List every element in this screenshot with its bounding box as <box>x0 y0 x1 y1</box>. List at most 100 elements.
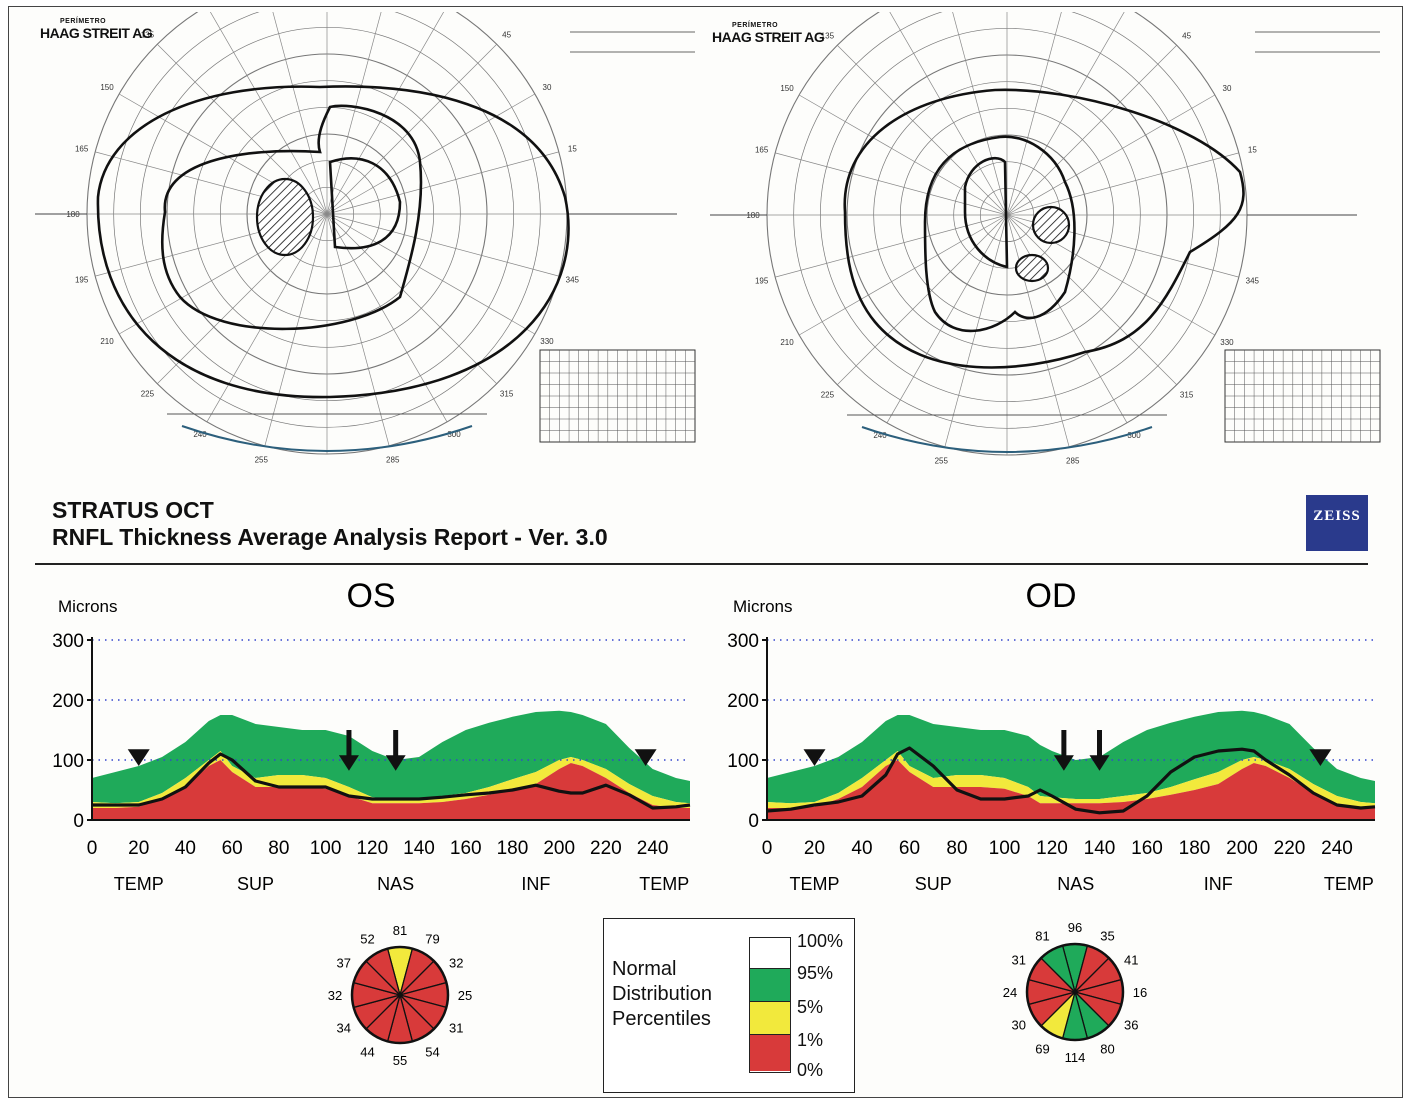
clock-value: 32 <box>328 988 342 1003</box>
clock-value: 114 <box>1065 1050 1086 1065</box>
meridian-label: 315 <box>500 390 514 399</box>
bottom-arc <box>181 425 473 452</box>
meridian-label: 15 <box>568 144 577 153</box>
brand-name: HAAG STREIT AG <box>712 29 825 45</box>
x-tick-label: 140 <box>403 838 435 859</box>
perimetry-chart-right: 1530456075105120135150165180195210225240… <box>710 12 1381 465</box>
clock-value: 16 <box>1133 985 1147 1000</box>
thickness-line <box>766 746 1376 815</box>
legend-yellow <box>750 1002 790 1035</box>
clock-value: 30 <box>1011 1018 1025 1033</box>
sector-label: NAS <box>1057 874 1094 894</box>
perimeter-meridian <box>326 12 445 215</box>
perimeter-meridian <box>1006 214 1070 447</box>
perimeter-meridian <box>326 213 390 446</box>
sector-label: SUP <box>915 874 952 894</box>
sector-label: TEMP <box>639 874 689 894</box>
legend-title-line: Percentiles <box>612 1008 711 1030</box>
legend-tick-0: 0% <box>797 1060 824 1080</box>
perimeter-meridian <box>1006 214 1128 424</box>
chart-title: OS <box>346 577 395 615</box>
thickness-line <box>92 752 691 810</box>
meridian-label: 255 <box>935 456 949 465</box>
perimeter-meridian <box>798 94 1008 216</box>
x-tick-label: 40 <box>851 838 872 859</box>
zeiss-logo: ZEISS <box>1306 495 1368 551</box>
legend-white <box>750 938 790 969</box>
meridian-label: 165 <box>755 145 769 154</box>
isopter <box>96 85 570 399</box>
clock-value: 31 <box>1011 953 1025 968</box>
perimeter-meridian <box>326 213 536 335</box>
perimeter-meridian <box>798 214 1008 336</box>
sector-label: NAS <box>377 874 414 894</box>
clock-value: 79 <box>425 932 439 947</box>
meridian-label: 150 <box>100 83 114 92</box>
clock-value: 25 <box>458 988 472 1003</box>
clock-value: 31 <box>449 1021 463 1036</box>
clock-value: 96 <box>1068 920 1082 935</box>
perimeter-meridian <box>837 214 1008 385</box>
isopter <box>160 104 423 331</box>
meridian-label: 345 <box>1246 277 1260 286</box>
scotoma <box>255 177 315 257</box>
meridian-label: 30 <box>543 83 552 92</box>
x-tick-label: 100 <box>310 838 342 859</box>
report-frame <box>8 6 1403 1098</box>
clock-value: 44 <box>360 1044 374 1059</box>
clock-value: 81 <box>393 923 407 938</box>
perimeter-meridian <box>1006 94 1216 216</box>
perimeter-meridian <box>326 93 536 215</box>
clock-hour-pie-od: 96 35 41 16 36 80 114 69 30 24 31 81 <box>1003 920 1147 1065</box>
sector-label: INF <box>1204 874 1233 894</box>
meridian-label: 135 <box>141 30 155 39</box>
meridian-label: 45 <box>502 30 511 39</box>
legend-title-line: Distribution <box>612 983 713 1005</box>
perimeter-meridian <box>1006 45 1177 216</box>
report-header: STRATUS OCT RNFL Thickness Average Analy… <box>52 497 608 551</box>
arrow-head <box>385 755 406 771</box>
x-tick-label: 40 <box>175 838 196 859</box>
y-tick-label: 0 <box>748 811 759 832</box>
perimeter-meridian <box>326 44 497 215</box>
perimeter-meridian <box>775 152 1008 216</box>
y-tick-label: 100 <box>52 751 84 772</box>
clock-hour-pie-os: 81 79 32 25 31 54 55 44 34 32 37 52 <box>328 923 472 1068</box>
x-tick-label: 240 <box>637 838 669 859</box>
sector-label: INF <box>521 874 550 894</box>
sector-label: TEMP <box>789 874 839 894</box>
perimeter-meridian <box>206 213 328 423</box>
report-title: STRATUS OCT <box>52 497 214 523</box>
chart-title: OD <box>1026 577 1077 615</box>
band-abnormal <box>92 760 690 820</box>
perimetry-chart-left: 1530456075105120135150165180195210225240… <box>35 12 696 464</box>
sector-label: TEMP <box>114 874 164 894</box>
meridian-label: 330 <box>540 337 554 346</box>
band-abnormal <box>767 760 1375 820</box>
y-tick-label: 0 <box>73 811 84 832</box>
meridian-label: 330 <box>1220 338 1234 347</box>
logo-text: ZEISS <box>1313 508 1361 524</box>
x-tick-label: 220 <box>590 838 622 859</box>
perimetry-brand-left: PERÍMETRO HAAG STREIT AG <box>40 18 153 41</box>
perimeter-meridian <box>326 12 382 215</box>
meridian-label: 30 <box>1223 84 1232 93</box>
x-tick-label: 160 <box>450 838 482 859</box>
x-tick-label: 240 <box>1321 838 1353 859</box>
x-tick-label: 140 <box>1084 838 1116 859</box>
bottom-arc <box>861 426 1153 453</box>
meridian-label: 195 <box>755 277 769 286</box>
clock-value: 24 <box>1003 985 1017 1000</box>
perimeter-meridian <box>837 45 1008 216</box>
clock-value: 55 <box>393 1053 407 1068</box>
perimeter-meridian <box>775 214 1008 278</box>
x-tick-label: 20 <box>804 838 825 859</box>
clock-value: 81 <box>1035 929 1049 944</box>
meridian-label: 315 <box>1180 391 1194 400</box>
x-tick-label: 80 <box>268 838 289 859</box>
clock-value: 52 <box>360 932 374 947</box>
legend-tick-95: 95% <box>797 963 834 983</box>
perimetry-brand-right: PERÍMETRO HAAG STREIT AG <box>712 22 825 45</box>
legend-red <box>750 1035 790 1071</box>
isopter <box>963 156 1009 269</box>
